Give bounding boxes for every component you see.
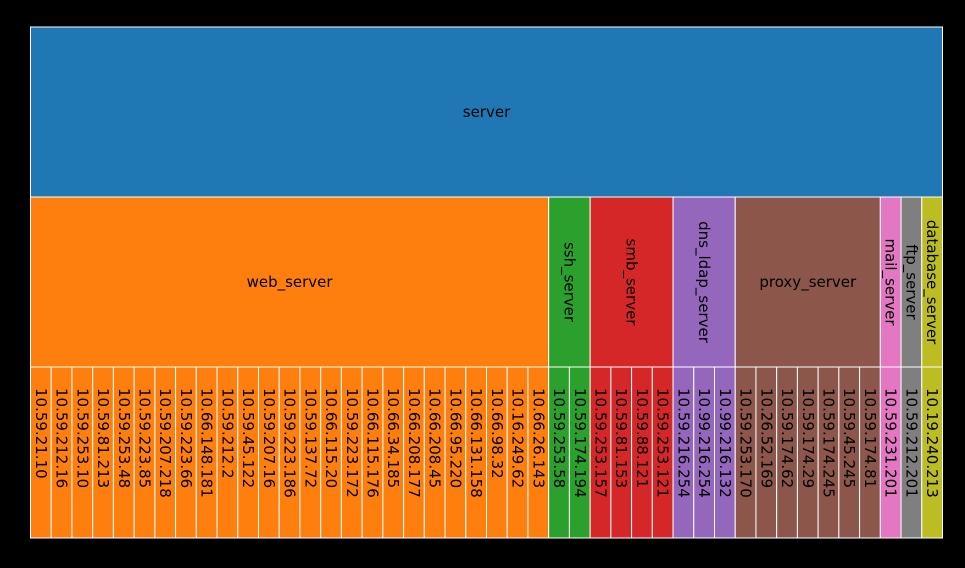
- leaf-label-10-59-253-170: 10.59.253.170: [737, 388, 755, 498]
- leaf-label-10-19-240-213: 10.19.240.213: [923, 388, 941, 498]
- leaf-label-10-59-212-2: 10.59.212.2: [218, 388, 236, 479]
- leaf-label-10-99-216-254: 10.99.216.254: [695, 388, 713, 498]
- leaf-label-10-66-26-143: 10.66.26.143: [529, 388, 547, 488]
- leaf-label-10-59-88-121: 10.59.88.121: [633, 388, 651, 488]
- node-label-database-server: database_server: [922, 220, 941, 345]
- node-label-proxy-server: proxy_server: [759, 273, 857, 292]
- leaf-label-10-59-212-201: 10.59.212.201: [902, 388, 920, 498]
- leaf-label-10-16-249-62: 10.16.249.62: [509, 388, 527, 488]
- leaf-label-10-59-137-72: 10.59.137.72: [301, 388, 319, 488]
- leaf-label-10-59-174-245: 10.59.174.245: [820, 388, 838, 498]
- leaf-label-10-59-216-254: 10.59.216.254: [674, 388, 692, 498]
- leaf-label-10-59-45-122: 10.59.45.122: [239, 388, 257, 488]
- node-ssh-server[interactable]: [548, 196, 591, 368]
- leaf-label-10-59-223-186: 10.59.223.186: [281, 388, 299, 498]
- leaf-label-10-26-52-169: 10.26.52.169: [757, 388, 775, 488]
- node-label-dns-ldap-server: dns_ldap_server: [694, 221, 713, 344]
- leaf-label-10-59-45-245: 10.59.45.245: [840, 388, 858, 488]
- leaf-label-10-66-148-181: 10.66.148.181: [198, 388, 216, 498]
- leaf-label-10-59-253-58: 10.59.253.58: [550, 388, 568, 488]
- leaf-label-10-59-253-157: 10.59.253.157: [592, 388, 610, 498]
- leaf-label-10-59-253-121: 10.59.253.121: [654, 388, 672, 498]
- leaf-label-10-66-131-158: 10.66.131.158: [467, 388, 485, 498]
- leaf-10-19-240-213[interactable]: [921, 366, 943, 539]
- leaf-label-10-59-231-201: 10.59.231.201: [882, 388, 900, 498]
- leaf-label-10-59-253-10: 10.59.253.10: [73, 388, 91, 488]
- leaf-label-10-59-174-194: 10.59.174.194: [571, 388, 589, 498]
- node-dns-ldap-server[interactable]: [672, 196, 736, 368]
- leaf-label-10-59-207-16: 10.59.207.16: [260, 388, 278, 488]
- node-smb-server[interactable]: [589, 196, 674, 368]
- leaf-label-10-59-81-213: 10.59.81.213: [94, 388, 112, 488]
- leaf-label-10-66-95-220: 10.66.95.220: [446, 388, 464, 488]
- node-label-web-server: web_server: [247, 273, 334, 292]
- leaf-label-10-59-21-10: 10.59.21.10: [32, 388, 50, 479]
- leaf-label-10-59-174-29: 10.59.174.29: [799, 388, 817, 488]
- leaf-label-10-59-223-85: 10.59.223.85: [136, 388, 154, 488]
- node-proxy-server[interactable]: [734, 196, 881, 368]
- leaf-label-10-59-174-62: 10.59.174.62: [778, 388, 796, 488]
- leaf-label-10-59-223-172: 10.59.223.172: [343, 388, 361, 498]
- leaf-label-10-66-208-177: 10.66.208.177: [405, 388, 423, 498]
- leaf-label-10-66-115-20: 10.66.115.20: [322, 388, 340, 488]
- leaf-label-10-59-174-81: 10.59.174.81: [861, 388, 879, 488]
- node-server[interactable]: [30, 26, 943, 198]
- leaf-label-10-99-216-132: 10.99.216.132: [716, 388, 734, 498]
- leaf-label-10-59-207-218: 10.59.207.218: [156, 388, 174, 498]
- leaf-label-10-66-115-176: 10.66.115.176: [364, 388, 382, 498]
- leaf-label-10-59-212-16: 10.59.212.16: [53, 388, 71, 488]
- leaf-label-10-66-98-32: 10.66.98.32: [488, 388, 506, 479]
- node-label-smb-server: smb_server: [622, 239, 641, 327]
- leaf-label-10-59-253-48: 10.59.253.48: [115, 388, 133, 488]
- leaf-label-10-59-223-66: 10.59.223.66: [177, 388, 195, 488]
- node-label-ssh-server: ssh_server: [559, 242, 578, 323]
- leaf-label-10-66-34-185: 10.66.34.185: [384, 388, 402, 488]
- leaf-label-10-66-208-45: 10.66.208.45: [426, 388, 444, 488]
- node-label-mail-server: mail_server: [881, 238, 900, 326]
- node-label-ftp-server: ftp_server: [901, 244, 920, 320]
- node-label-server: server: [463, 103, 511, 121]
- leaf-label-10-59-81-153: 10.59.81.153: [612, 388, 630, 488]
- node-web-server[interactable]: [30, 196, 550, 368]
